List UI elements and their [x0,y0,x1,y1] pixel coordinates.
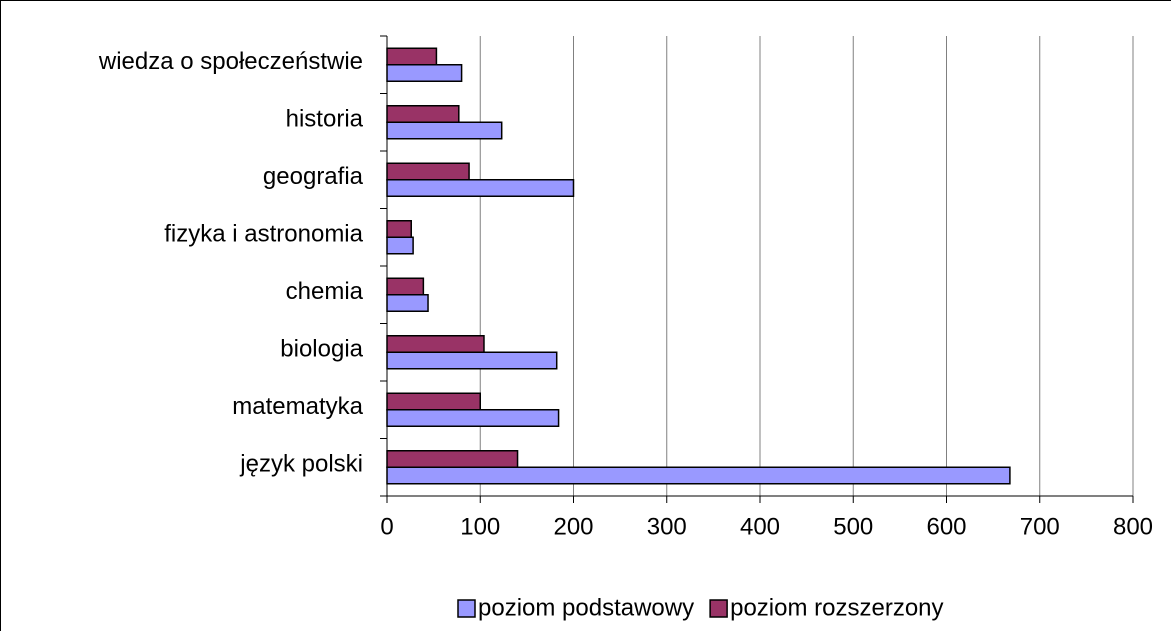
x-tick-label: 800 [1113,513,1153,540]
bar [386,466,1011,485]
legend-label: poziom rozszerzony [730,594,943,621]
bar [386,64,463,82]
bar [386,220,412,238]
bar [386,179,575,197]
bar [386,162,470,181]
y-tick-label: chemia [286,278,364,305]
y-tick-label: matematyka [232,393,363,420]
bar [386,450,519,468]
legend-swatch [457,599,476,618]
bar [386,121,503,140]
y-tick-label: historia [286,106,364,133]
x-tick-label: 300 [647,513,687,540]
x-tick-label: 600 [926,513,966,540]
y-tick-label: fizyka i astronomia [164,221,363,248]
bar [386,294,429,312]
bar [386,277,425,296]
bar [386,409,560,427]
y-tick-label: wiedza o społeczeństwie [98,48,363,75]
x-tick-label: 500 [833,513,873,540]
y-tick-label: geografia [263,163,364,190]
x-tick-label: 200 [553,513,593,540]
bar [386,236,414,255]
bar [386,105,460,123]
y-tick-label: język polski [239,451,363,478]
bar [386,335,485,353]
legend-label: poziom podstawowy [478,594,694,621]
x-tick-label: 400 [740,513,780,540]
bar [386,392,481,411]
legend-swatch [709,599,728,618]
x-tick-label: 0 [380,513,393,540]
bar [386,351,558,370]
x-tick-label: 700 [1020,513,1060,540]
bar [386,47,438,66]
x-tick-label: 100 [460,513,500,540]
y-tick-label: biologia [280,336,363,363]
